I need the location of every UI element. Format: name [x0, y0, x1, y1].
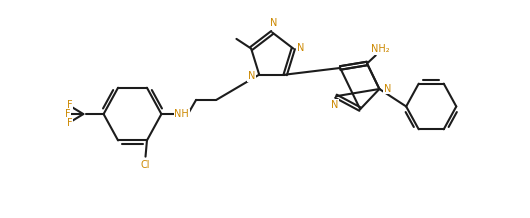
- Text: N: N: [384, 84, 391, 94]
- Text: N: N: [248, 71, 255, 81]
- Text: N: N: [331, 100, 338, 110]
- Text: F: F: [67, 100, 73, 110]
- Text: N: N: [270, 18, 278, 28]
- Text: Cl: Cl: [141, 160, 151, 170]
- Text: F: F: [65, 109, 70, 119]
- Text: NH₂: NH₂: [371, 44, 390, 54]
- Text: N: N: [297, 43, 305, 53]
- Text: F: F: [67, 118, 73, 128]
- Text: NH: NH: [174, 109, 189, 119]
